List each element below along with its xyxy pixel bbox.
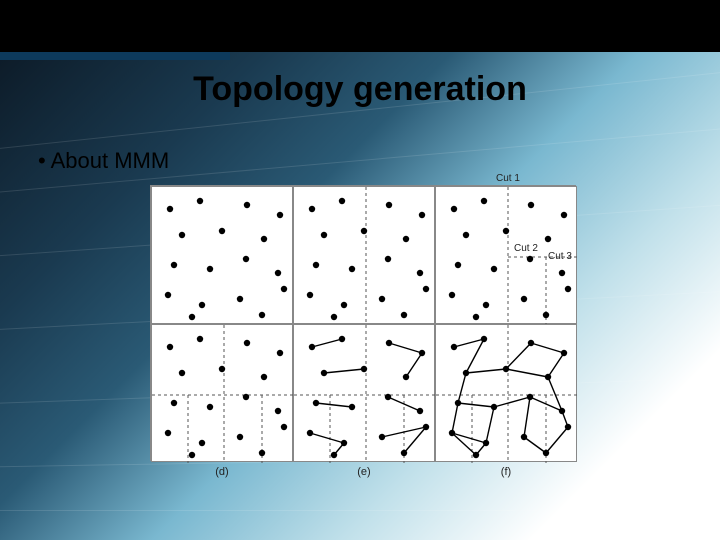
header-accent xyxy=(0,52,230,60)
panel-d: (d) xyxy=(151,324,293,462)
panel-e-label: (e) xyxy=(294,466,434,478)
panel-d-label: (d) xyxy=(152,466,292,478)
panel-f: (f) xyxy=(435,324,577,462)
header-bar xyxy=(0,0,720,52)
slide-title: Topology generation xyxy=(0,70,720,109)
panel-b: (b) xyxy=(293,186,435,324)
cut3-label: Cut 3 xyxy=(548,251,572,262)
bullet-about-mmm: • About MMM xyxy=(38,148,169,174)
panel-c: Cut 1Cut 2Cut 3(c) xyxy=(435,186,577,324)
panel-a: (a) xyxy=(151,186,293,324)
cut2-label: Cut 2 xyxy=(514,243,538,254)
panel-e: (e) xyxy=(293,324,435,462)
cut1-label: Cut 1 xyxy=(496,173,520,184)
figure-grid: (a)(b)Cut 1Cut 2Cut 3(c)(d)(e)(f) xyxy=(150,185,576,461)
panel-f-label: (f) xyxy=(436,466,576,478)
